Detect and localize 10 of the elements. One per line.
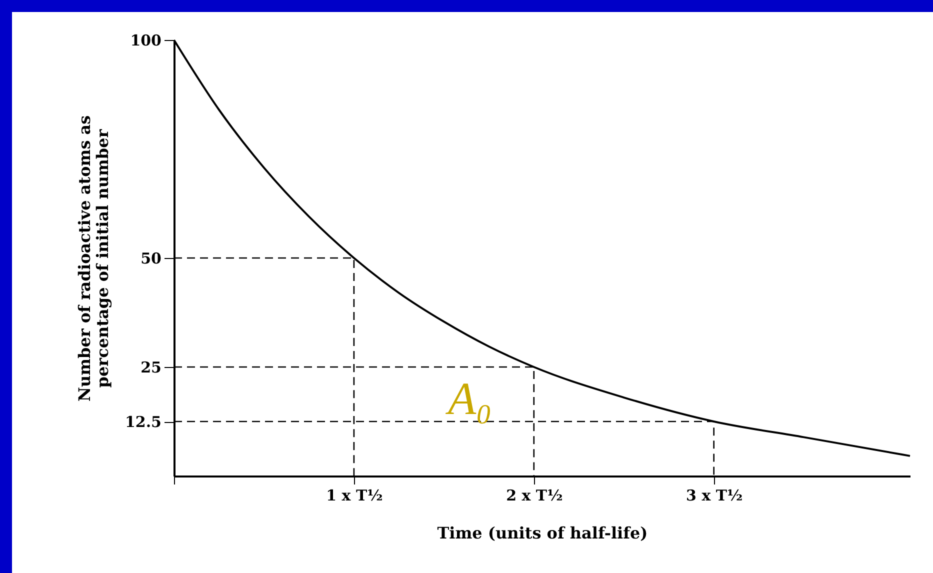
x-tick-label: 3 x T½ — [686, 486, 743, 504]
x-tick-label: 1 x T½ — [326, 486, 383, 504]
x-axis-title: Time (units of half-life) — [437, 524, 648, 542]
y-tick-label: 12.5 — [124, 413, 162, 431]
y-axis-title: Number of radioactive atoms as percentage of initial number — [74, 115, 112, 402]
annotation: A₀ — [444, 373, 492, 424]
y-tick-label: 25 — [140, 358, 162, 376]
y-tick-label: 50 — [140, 250, 162, 268]
x-tick-label: 2 x T½ — [506, 486, 563, 504]
y-tick-label: 100 — [130, 32, 162, 50]
